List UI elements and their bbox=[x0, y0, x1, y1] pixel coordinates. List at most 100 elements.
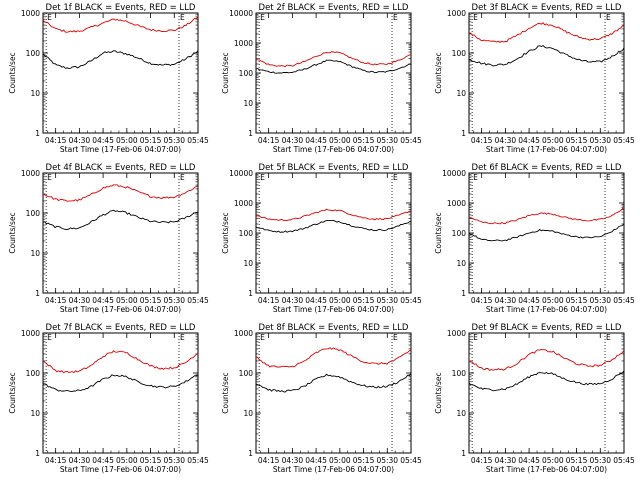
series-line-lld bbox=[468, 206, 625, 225]
x-tick-label: 05:30 bbox=[589, 296, 611, 305]
y-axis-label: Counts/sec bbox=[434, 372, 443, 413]
interval-marker-label: E bbox=[606, 173, 611, 182]
x-tick-label: 04:15 bbox=[45, 456, 67, 465]
y-tick-label: 100 bbox=[239, 369, 254, 378]
x-tick-label: 04:15 bbox=[471, 456, 493, 465]
y-tick-label: 100 bbox=[26, 369, 41, 378]
x-tick-label: 05:00 bbox=[329, 296, 351, 305]
y-tick-label: 1000 bbox=[447, 9, 466, 18]
x-tick-label: 05:30 bbox=[376, 456, 398, 465]
x-tick-label: 05:45 bbox=[613, 136, 635, 145]
x-axis-label: Start Time (17-Feb-06 04:07:00) bbox=[486, 465, 607, 474]
x-tick-label: 04:45 bbox=[305, 456, 327, 465]
y-axis-label: Counts/sec bbox=[8, 212, 17, 253]
x-tick-label: 05:15 bbox=[566, 296, 588, 305]
y-tick-label: 1 bbox=[461, 129, 466, 138]
x-tick-label: 05:45 bbox=[613, 296, 635, 305]
x-tick-label: 04:15 bbox=[471, 296, 493, 305]
x-tick-label: 04:15 bbox=[45, 136, 67, 145]
panel-det-6: Det 6f BLACK = Events, RED = LLD 1 10 100 10… bbox=[434, 163, 635, 314]
plot-frame bbox=[42, 12, 199, 134]
panel-det-3: Det 3f BLACK = Events, RED = LLD 1 10 100 10… bbox=[434, 3, 635, 154]
y-axis-label: Counts/sec bbox=[434, 52, 443, 93]
x-tick-label: 05:15 bbox=[353, 456, 375, 465]
y-tick-label: 10 bbox=[456, 259, 466, 268]
x-tick-label: 05:00 bbox=[542, 456, 564, 465]
y-tick-label: 10 bbox=[456, 409, 466, 418]
x-tick-label: 05:45 bbox=[400, 296, 422, 305]
interval-marker-label: E bbox=[260, 173, 265, 182]
plot-frame bbox=[42, 172, 199, 294]
panel-det-5: Det 5f BLACK = Events, RED = LLD 1 10 100 10… bbox=[221, 163, 422, 314]
y-tick-label: 10 bbox=[243, 409, 253, 418]
panel-title: Det 9f BLACK = Events, RED = LLD bbox=[472, 323, 622, 333]
x-tick-label: 04:45 bbox=[92, 136, 114, 145]
y-axis-label: Counts/sec bbox=[221, 52, 230, 93]
x-tick-label: 04:30 bbox=[495, 456, 517, 465]
y-tick-label: 1 bbox=[35, 289, 40, 298]
x-tick-label: 04:45 bbox=[305, 136, 327, 145]
y-tick-label: 1000 bbox=[21, 169, 40, 178]
y-tick-label: 10000 bbox=[229, 9, 253, 18]
x-axis-label: Start Time (17-Feb-06 04:07:00) bbox=[273, 305, 394, 314]
x-tick-label: 05:30 bbox=[376, 136, 398, 145]
x-tick-label: 05:15 bbox=[140, 296, 162, 305]
y-tick-label: 10 bbox=[456, 89, 466, 98]
y-tick-label: 100 bbox=[26, 209, 41, 218]
panel-title: Det 4f BLACK = Events, RED = LLD bbox=[46, 163, 196, 173]
series-line-events bbox=[43, 374, 199, 392]
y-tick-label: 10000 bbox=[442, 169, 466, 178]
x-tick-label: 05:30 bbox=[589, 136, 611, 145]
x-tick-label: 05:00 bbox=[116, 456, 138, 465]
x-tick-label: 05:30 bbox=[163, 296, 185, 305]
y-tick-label: 10 bbox=[30, 409, 40, 418]
plot-frame bbox=[468, 332, 625, 454]
x-tick-label: 04:45 bbox=[92, 456, 114, 465]
series-line-events bbox=[255, 219, 412, 233]
x-tick-label: 05:00 bbox=[542, 296, 564, 305]
plot-frame bbox=[255, 332, 412, 454]
y-tick-label: 1000 bbox=[21, 9, 40, 18]
series-line-events bbox=[468, 45, 625, 67]
interval-marker-label: E bbox=[393, 333, 398, 342]
y-tick-label: 100 bbox=[452, 369, 467, 378]
x-tick-label: 04:30 bbox=[69, 456, 91, 465]
y-tick-label: 1000 bbox=[234, 329, 253, 338]
x-tick-label: 04:15 bbox=[45, 296, 67, 305]
panel-det-7: Det 7f BLACK = Events, RED = LLD 1 10 100 10… bbox=[8, 323, 209, 474]
y-tick-label: 1 bbox=[248, 289, 253, 298]
interval-marker-label: E bbox=[47, 13, 52, 22]
x-axis-label: Start Time (17-Feb-06 04:07:00) bbox=[60, 145, 181, 154]
interval-marker-label: E bbox=[260, 13, 265, 22]
plot-frame bbox=[468, 12, 625, 134]
x-tick-label: 05:00 bbox=[542, 136, 564, 145]
x-tick-label: 05:45 bbox=[187, 296, 209, 305]
interval-marker-label: E bbox=[473, 13, 478, 22]
x-tick-label: 04:45 bbox=[518, 136, 540, 145]
interval-marker-label: E bbox=[606, 333, 611, 342]
x-tick-label: 05:45 bbox=[613, 456, 635, 465]
panel-det-4: Det 4f BLACK = Events, RED = LLD 1 10 100 10… bbox=[8, 163, 209, 314]
y-axis-label: Counts/sec bbox=[221, 372, 230, 413]
y-tick-label: 100 bbox=[452, 229, 467, 238]
x-tick-label: 05:15 bbox=[566, 136, 588, 145]
interval-marker-label: E bbox=[393, 13, 398, 22]
panel-title: Det 6f BLACK = Events, RED = LLD bbox=[472, 163, 622, 173]
interval-marker-label: E bbox=[180, 333, 185, 342]
interval-marker-label: E bbox=[180, 13, 185, 22]
interval-marker-label: E bbox=[606, 13, 611, 22]
interval-marker-label: E bbox=[47, 173, 52, 182]
interval-marker-label: E bbox=[473, 333, 478, 342]
x-axis-label: Start Time (17-Feb-06 04:07:00) bbox=[273, 145, 394, 154]
x-tick-label: 04:30 bbox=[69, 296, 91, 305]
y-tick-label: 100 bbox=[26, 49, 41, 58]
y-tick-label: 10 bbox=[30, 249, 40, 258]
x-tick-label: 04:45 bbox=[92, 296, 114, 305]
series-line-lld bbox=[468, 22, 625, 43]
y-tick-label: 1000 bbox=[234, 199, 253, 208]
y-tick-label: 100 bbox=[239, 229, 254, 238]
panel-title: Det 7f BLACK = Events, RED = LLD bbox=[46, 323, 196, 333]
x-axis-label: Start Time (17-Feb-06 04:07:00) bbox=[273, 465, 394, 474]
y-tick-label: 10 bbox=[30, 89, 40, 98]
